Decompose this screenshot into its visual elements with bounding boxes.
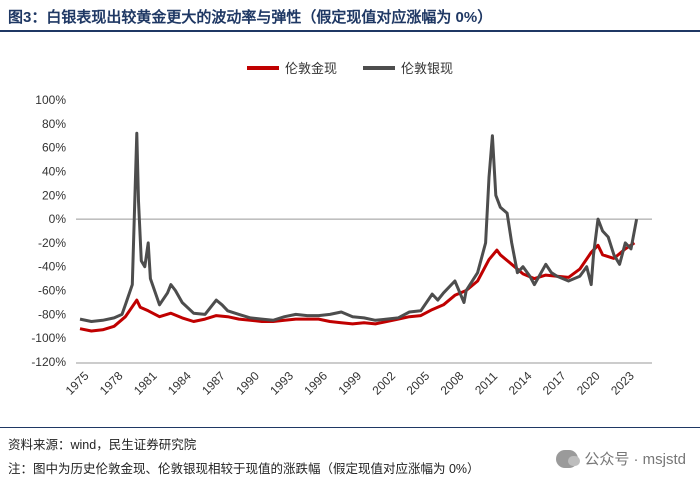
line-chart: 100% 80% 60% 40% 20% 0% -20% -40% -60% -80% -100% -… <box>31 93 652 398</box>
footer-divider <box>0 427 700 428</box>
x-tick-label: 1996 <box>301 369 330 398</box>
legend-label-gold: 伦敦金现 <box>284 61 337 76</box>
y-axis-ticks: 100% 80% 60% 40% 20% 0% -20% -40% -60% -80% -100% -… <box>31 93 66 369</box>
silver-series-line <box>79 131 639 323</box>
legend-swatch-gold <box>246 65 279 70</box>
x-tick-label: 1981 <box>131 369 160 398</box>
legend-swatch-silver <box>363 65 395 70</box>
watermark: 公众号 · msjstd <box>556 448 686 469</box>
x-tick-label: 2020 <box>574 369 603 398</box>
x-tick-label: 2005 <box>404 369 433 398</box>
x-tick-label: 2017 <box>540 369 569 398</box>
x-tick-label: 2002 <box>370 369 399 398</box>
y-tick-label: -100% <box>31 331 66 345</box>
footnote: 注：图中为历史伦敦金现、伦敦银现相较于现值的涨跌幅（假定现值对应涨幅为 0%） <box>8 462 480 476</box>
y-tick-label: 0% <box>49 212 67 226</box>
y-tick-label: 80% <box>42 117 66 131</box>
source-note: 资料来源：wind，民生证券研究院 <box>8 438 197 452</box>
x-tick-label: 1978 <box>97 369 126 398</box>
y-tick-label: 40% <box>42 164 66 178</box>
x-tick-label: 1975 <box>63 369 92 398</box>
legend-label-silver: 伦敦银现 <box>401 61 454 76</box>
x-tick-label: 1984 <box>165 369 194 398</box>
page-title: 图3：白银表现出较黄金更大的波动率与弹性（假定现值对应涨幅为 0%） <box>8 9 493 26</box>
x-tick-label: 1999 <box>335 369 364 398</box>
title-divider <box>0 30 700 32</box>
x-tick-label: 1990 <box>233 369 262 398</box>
y-tick-label: -40% <box>38 260 66 274</box>
gold-series-line <box>79 241 636 333</box>
legend-item-gold: 伦敦金现 <box>246 58 337 77</box>
x-tick-label: 2023 <box>608 369 637 398</box>
x-tick-label: 2011 <box>472 369 500 397</box>
legend-item-silver: 伦敦银现 <box>363 58 453 77</box>
y-tick-label: 100% <box>35 93 66 107</box>
x-tick-label: 1987 <box>199 369 228 398</box>
y-tick-label: -80% <box>38 307 66 321</box>
y-tick-label: -20% <box>38 236 66 250</box>
wechat-icon <box>556 449 581 468</box>
y-tick-label: 60% <box>42 141 66 155</box>
x-tick-label: 2008 <box>438 369 467 398</box>
chart-legend: 伦敦金现 伦敦银现 <box>0 58 700 77</box>
watermark-text: 公众号 · msjstd <box>584 451 686 468</box>
series-layer <box>79 131 639 333</box>
y-tick-label: -60% <box>38 284 66 298</box>
x-axis-ticks: 1975 1978 1981 1984 1987 1990 1993 1996 1999 2002… <box>63 369 637 398</box>
y-tick-label: -120% <box>31 355 66 369</box>
x-tick-label: 1993 <box>267 369 296 398</box>
x-tick-label: 2014 <box>506 369 535 398</box>
y-tick-label: 20% <box>42 188 66 202</box>
